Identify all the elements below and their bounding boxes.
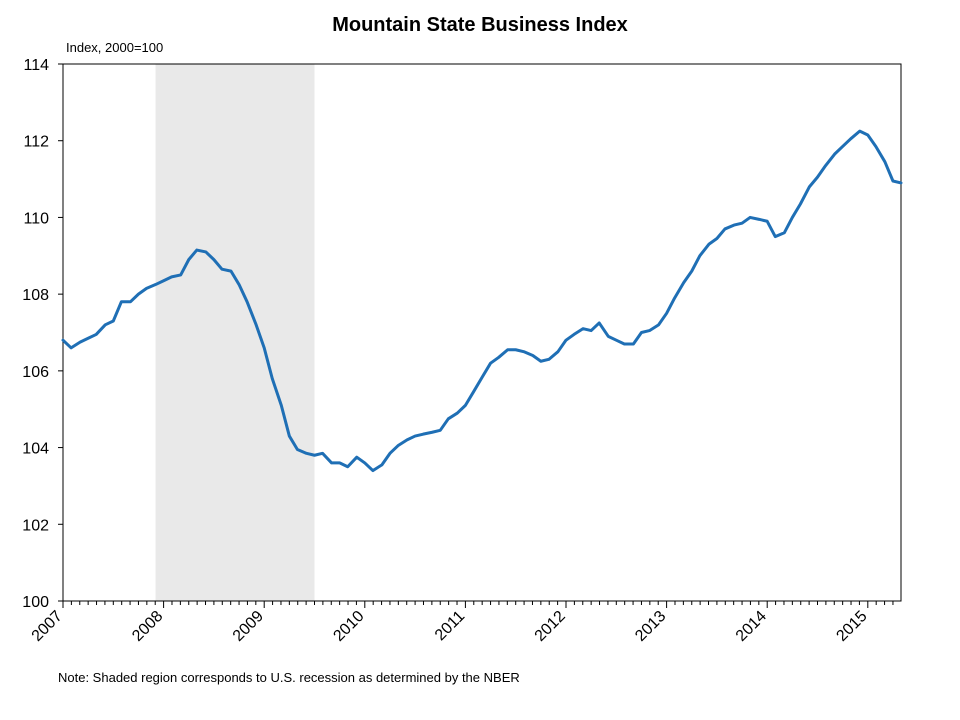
x-tick-label: 2012 <box>532 608 569 645</box>
x-tick-label: 2011 <box>432 608 468 644</box>
x-axis-minor-ticks <box>62 601 894 608</box>
y-tick-label: 112 <box>23 134 49 151</box>
footnote: Note: Shaded region corresponds to U.S. … <box>58 670 520 685</box>
y-tick-label: 104 <box>22 441 49 458</box>
y-tick-label: 114 <box>23 57 49 74</box>
x-tick-label: 2013 <box>632 608 669 645</box>
y-tick-label: 100 <box>22 594 49 611</box>
x-tick-label: 2009 <box>230 608 267 645</box>
series-line <box>61 129 903 473</box>
chart-title: Mountain State Business Index <box>332 14 628 36</box>
x-tick-label: 2008 <box>129 608 166 645</box>
x-axis: 2007 2008 2009 2010 2011 2012 2013 2014 2015 <box>29 608 871 645</box>
y-axis: 100 102 104 106 108 110 112 114 <box>22 57 63 611</box>
x-tick-label: 2007 <box>29 608 66 645</box>
x-tick-label: 2010 <box>330 608 367 645</box>
x-tick-label: 2014 <box>733 608 770 645</box>
y-tick-label: 106 <box>22 364 49 381</box>
recession-band <box>155 64 315 601</box>
y-tick-label: 108 <box>22 287 49 304</box>
y-tick-label: 102 <box>22 517 49 534</box>
x-tick-label: 2015 <box>833 608 870 645</box>
y-axis-unit-label: Index, 2000=100 <box>66 40 164 55</box>
y-tick-label: 110 <box>23 210 49 227</box>
